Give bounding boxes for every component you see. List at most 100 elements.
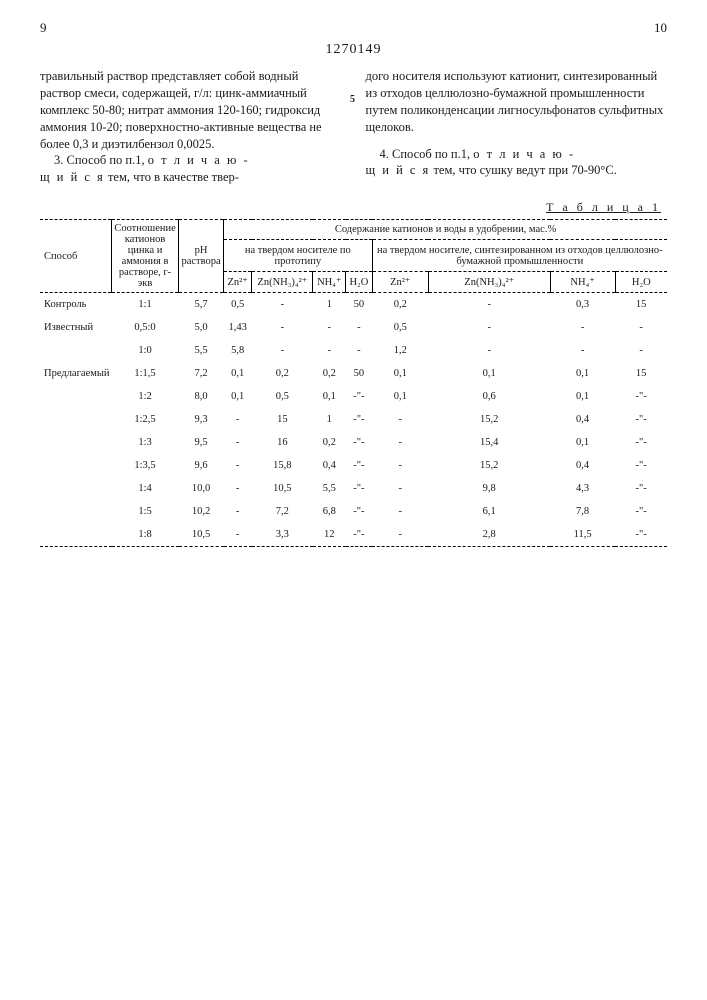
cell: 15,2 xyxy=(428,408,550,431)
claim4-sp2: щ и й с я xyxy=(366,163,431,177)
cell: - xyxy=(372,477,428,500)
table-row: 1:3,59,6-15,80,4-"--15,20,4-"- xyxy=(40,454,667,477)
cell: -"- xyxy=(346,431,373,454)
cell: 15,8 xyxy=(252,454,313,477)
cell: 1:5 xyxy=(112,500,179,523)
claim3-lead: 3. Способ по п.1, xyxy=(54,153,148,167)
th-nh-2: NH₄⁺ xyxy=(550,272,615,293)
left-p2: 3. Способ по п.1, о т л и ч а ю - щ и й … xyxy=(40,152,342,186)
cell: 0,2 xyxy=(313,362,346,385)
cell: 0,5 xyxy=(372,316,428,339)
cell: - xyxy=(550,339,615,362)
cell: - xyxy=(372,454,428,477)
cell: 0,1 xyxy=(428,362,550,385)
cell: 9,6 xyxy=(179,454,224,477)
left-column: травильный раствор представляет собой во… xyxy=(40,68,342,186)
cell: 1:8 xyxy=(112,523,179,547)
cell: -"- xyxy=(346,454,373,477)
cell: - xyxy=(615,316,667,339)
cell: 0,4 xyxy=(313,454,346,477)
th-znnh-1: Zn(NH₃)₄²⁺ xyxy=(252,272,313,293)
line-marker-5: 5 xyxy=(350,94,355,105)
table-row: 1:39,5-160,2-"--15,40,1-"- xyxy=(40,431,667,454)
th-zn-2: Zn²⁺ xyxy=(372,272,428,293)
cell: -"- xyxy=(346,477,373,500)
claim3-sp1: о т л и ч а ю - xyxy=(148,153,250,167)
cell: Известный xyxy=(40,316,112,339)
cell: 0,3 xyxy=(550,293,615,317)
cell: 10,0 xyxy=(179,477,224,500)
cell: 1 xyxy=(313,408,346,431)
cell: 5,5 xyxy=(179,339,224,362)
cell: - xyxy=(428,339,550,362)
cell: 5,7 xyxy=(179,293,224,317)
cell: -"- xyxy=(615,385,667,408)
cell: 0,1 xyxy=(550,362,615,385)
cell: 1,2 xyxy=(372,339,428,362)
cell: 4,3 xyxy=(550,477,615,500)
right-p1: дого носителя используют катионит, синте… xyxy=(366,68,668,136)
cell: - xyxy=(224,454,252,477)
th-h2o-1: H₂O xyxy=(346,272,373,293)
table-row: 1:810,5-3,312-"--2,811,5-"- xyxy=(40,523,667,547)
cell: 0,5:0 xyxy=(112,316,179,339)
cell: 0,5 xyxy=(224,293,252,317)
cell: - xyxy=(428,293,550,317)
claim3-tail: тем, что в качестве твер- xyxy=(105,170,239,184)
cell: - xyxy=(346,339,373,362)
cell: -"- xyxy=(615,431,667,454)
table-row: 1:28,00,10,50,1-"-0,10,60,1-"- xyxy=(40,385,667,408)
cell: 7,2 xyxy=(252,500,313,523)
cell: 7,8 xyxy=(550,500,615,523)
cell: Предлагаемый xyxy=(40,362,112,385)
cell: - xyxy=(615,339,667,362)
cell: - xyxy=(224,408,252,431)
cell: 10,5 xyxy=(179,523,224,547)
cell: 0,1 xyxy=(372,362,428,385)
table-row: 1:05,55,8---1,2--- xyxy=(40,339,667,362)
patent-number: 1270149 xyxy=(40,42,667,58)
cell: 9,5 xyxy=(179,431,224,454)
cell: - xyxy=(313,339,346,362)
table-row: Контроль1:15,70,5-1500,2-0,315 xyxy=(40,293,667,317)
cell: 15 xyxy=(252,408,313,431)
cell: 1:3 xyxy=(112,431,179,454)
th-method: Способ xyxy=(40,220,112,293)
cell: 0,2 xyxy=(252,362,313,385)
cell: 1:3,5 xyxy=(112,454,179,477)
cell: 2,8 xyxy=(428,523,550,547)
cell: - xyxy=(224,500,252,523)
cell: 0,1 xyxy=(550,431,615,454)
right-p2: 4. Способ по п.1, о т л и ч а ю - щ и й … xyxy=(366,146,668,180)
cell: -"- xyxy=(615,500,667,523)
cell: Контроль xyxy=(40,293,112,317)
cell: 15,2 xyxy=(428,454,550,477)
cell: 5,5 xyxy=(313,477,346,500)
th-sub1: на твердом носителе по прототипу xyxy=(224,240,373,272)
cell: - xyxy=(252,316,313,339)
cell: 1:1 xyxy=(112,293,179,317)
cell: 7,2 xyxy=(179,362,224,385)
cell: 15 xyxy=(615,362,667,385)
cell: 0,5 xyxy=(252,385,313,408)
cell: -"- xyxy=(346,408,373,431)
th-sub2: на твердом носителе, синтезированном из … xyxy=(372,240,667,272)
cell: 15 xyxy=(615,293,667,317)
cell: 0,4 xyxy=(550,408,615,431)
cell xyxy=(40,523,112,547)
cell: 0,1 xyxy=(224,362,252,385)
cell: 11,5 xyxy=(550,523,615,547)
cell: -"- xyxy=(615,408,667,431)
th-h2o-2: H₂O xyxy=(615,272,667,293)
cell: - xyxy=(550,316,615,339)
cell: -"- xyxy=(615,454,667,477)
claim3-sp2: щ и й с я xyxy=(40,170,105,184)
cell: 10,2 xyxy=(179,500,224,523)
cell: 6,1 xyxy=(428,500,550,523)
cell xyxy=(40,477,112,500)
cell: - xyxy=(372,431,428,454)
cell: 5,8 xyxy=(224,339,252,362)
cell: - xyxy=(252,339,313,362)
claim4-lead: 4. Способ по п.1, xyxy=(380,147,474,161)
cell: 5,0 xyxy=(179,316,224,339)
